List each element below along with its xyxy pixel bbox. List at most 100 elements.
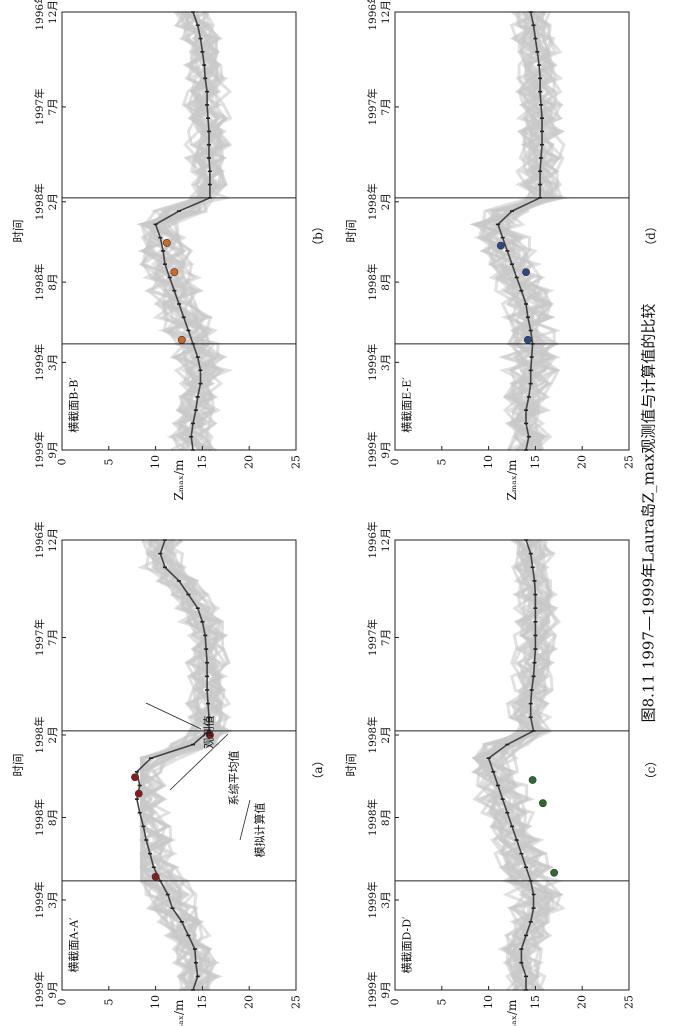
y-tick-label: 20 [576,455,589,469]
figure-caption-text: 图8.11 1997—1999年Laura岛Z_max观测值与计算值的比较 [639,303,658,723]
x-tick-label: 1998年 [366,716,379,753]
y-tick-label: 10 [149,995,162,1009]
observed-point [524,335,532,344]
y-tick-label: 20 [243,455,256,469]
x-tick-label: 1997年 [33,88,46,125]
x-tick-label: 9月 [47,441,59,458]
y-tick-label: 10 [149,455,162,469]
x-tick-label: 2月 [380,726,392,743]
panel-label: （a） [311,754,325,785]
x-tick-label: 1998年 [33,799,46,836]
y-tick-label: 5 [102,999,115,1006]
observed-leader-line [145,702,202,730]
legend-mean-label: 系综平均值 [227,751,241,806]
mean-leader-line [169,733,229,791]
x-tick-label: 7月 [47,629,59,646]
x-tick-label: 1999年 [366,344,379,381]
x-tick-label: 3月 [380,354,392,371]
x-tick-label: 1999年 [366,971,379,1008]
simulated-ensemble [136,10,234,452]
x-tick-label: 1996年 [33,521,46,558]
x-tick-label: 3月 [47,354,59,371]
observed-point [131,773,139,782]
observed-point [538,799,547,808]
plot-frame [394,539,630,991]
x-tick-label: 1999年 [33,344,46,381]
x-tick-label: 8月 [380,809,392,826]
y-tick-label: 5 [435,459,448,466]
y-tick-label: 25 [623,455,636,469]
x-tick-label: 12月 [380,0,392,24]
simulated-line [470,539,562,991]
x-tick-label: 1999年 [366,881,379,918]
x-tick-label: 2月 [47,726,59,743]
x-tick-label: 1998年 [366,183,379,220]
x-tick-label: 2月 [47,193,59,210]
x-tick-label: 8月 [47,809,59,826]
x-tick-label: 1999年 [366,431,379,468]
x-tick-label: 8月 [380,274,392,291]
observed-point [550,868,559,877]
x-tick-label: 7月 [47,98,59,115]
ensemble-mean-line [154,11,211,451]
observed-point [170,268,179,277]
x-tick-label: 1999年 [33,881,46,918]
simulated-line [160,10,229,451]
ensemble-mean-line [487,539,537,990]
y-tick-label: 25 [290,455,303,469]
observed-point [177,335,186,344]
x-tick-label: 2月 [380,193,392,210]
y-axis-title: Zₘₐₓ/m [505,459,519,500]
x-tick-label: 1998年 [366,263,379,300]
observed-point [528,776,537,784]
x-tick-label: 1998年 [33,716,46,753]
observed-point [134,789,143,798]
x-tick-label: 3月 [380,891,392,908]
y-tick-label: 0 [389,999,402,1006]
plot-frame [61,11,297,451]
observed-point [162,239,171,247]
simulated-line [472,538,557,991]
observed-point [522,268,530,277]
y-tick-label: 25 [290,995,303,1009]
ensemble-mean-line [136,539,210,991]
y-axis-title: Zₘₐₓ/m [172,999,186,1026]
simulated-line [139,539,229,991]
x-tick-label: 1996年 [366,521,379,558]
x-tick-label: 3月 [47,891,59,908]
panel-label: （c） [644,755,658,786]
x-tick-label: 9月 [47,981,59,998]
x-tick-label: 12月 [47,0,59,24]
panel-label: （b） [311,220,325,252]
y-tick-label: 15 [529,455,542,469]
y-tick-label: 20 [243,995,256,1009]
x-tick-label: 1996年 [33,0,46,31]
x-tick-label: 12月 [380,528,392,552]
y-tick-label: 10 [482,455,495,469]
x-tick-label: 1998年 [366,799,379,836]
simulated-line [480,539,553,991]
x-tick-label: 9月 [380,441,392,458]
x-tick-label: 1999年 [33,971,46,1008]
y-tick-label: 15 [196,455,209,469]
simulated-leader-line [239,799,251,841]
x-tick-label: 1998年 [33,263,46,300]
simulated-ensemble [469,10,570,452]
x-tick-label: 8月 [47,274,59,291]
plot-frame [394,11,630,451]
x-tick-label: 1997年 [366,88,379,125]
x-tick-label: 1997年 [366,619,379,656]
x-tick-label: 1998年 [33,183,46,220]
x-axis-title: 时间 [11,754,25,777]
y-tick-label: 10 [482,995,495,1009]
x-tick-label: 1996年 [366,0,379,31]
y-tick-label: 0 [56,999,69,1006]
section-label: 横截面E-E′ [400,377,414,433]
x-tick-label: 1997年 [33,619,46,656]
x-axis-title: 时间 [344,754,358,777]
